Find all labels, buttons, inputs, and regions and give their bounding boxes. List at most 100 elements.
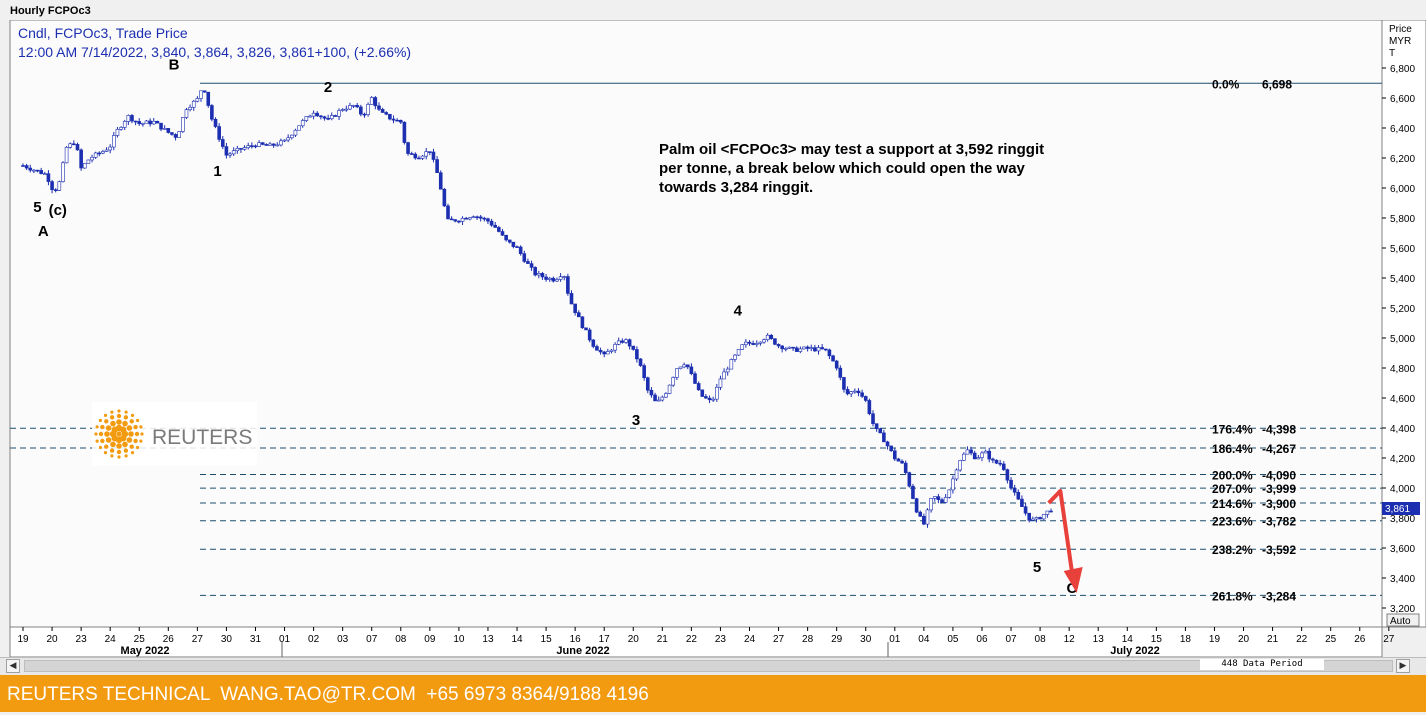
date-tick-label: 13 (1093, 634, 1105, 645)
date-tick-label: 16 (570, 634, 582, 645)
candle-body (587, 329, 592, 341)
price-tick-label: 5,200 (1390, 304, 1415, 315)
month-label: May 2022 (121, 645, 170, 657)
candle-body (253, 145, 258, 148)
candle-body (1049, 510, 1053, 513)
candle-body (188, 107, 192, 110)
fib-level-label: 176.4% (1212, 422, 1253, 436)
candle-body (108, 146, 112, 151)
candle-body (863, 396, 868, 401)
candle-body (453, 219, 458, 222)
candle-body (329, 115, 334, 120)
wave-label: 4 (734, 303, 743, 320)
candle-body (991, 458, 995, 461)
navigator-scrollbar[interactable]: ◀ ▶ 448 Data Period (0, 657, 1426, 675)
candle-body (264, 144, 269, 146)
logo-dot (116, 449, 122, 455)
candle-body (537, 273, 541, 276)
candle-body (210, 105, 214, 120)
candle-body (75, 144, 80, 151)
candle-body (293, 129, 298, 136)
candle-body (133, 120, 138, 123)
candle-body (889, 445, 893, 452)
candle-body (689, 366, 694, 374)
candle-body (286, 137, 290, 141)
candle-body (428, 151, 432, 153)
logo-dot (116, 419, 122, 425)
candle-body (649, 389, 654, 396)
date-tick-label: 07 (366, 634, 378, 645)
candle-body (878, 428, 883, 434)
candle-body (21, 165, 25, 167)
candle-body (1020, 498, 1024, 508)
chevron-left-icon: ◀ (9, 661, 17, 671)
candle-body (972, 452, 977, 460)
date-tick-label: 03 (337, 634, 349, 645)
candle-body (544, 276, 548, 280)
scroll-right-button[interactable]: ▶ (1396, 659, 1410, 673)
logo-dot (94, 432, 98, 436)
candle-body (685, 364, 690, 368)
candle-body (417, 157, 421, 160)
scroll-left-button[interactable]: ◀ (6, 659, 20, 673)
candle-body (380, 109, 385, 113)
candle-body (998, 462, 1002, 465)
candle-body (965, 449, 970, 455)
date-tick-label: 19 (1209, 634, 1221, 645)
logo-dot (129, 419, 134, 424)
logo-dot (109, 448, 115, 453)
candle-body (591, 339, 596, 347)
date-tick-label: 15 (1151, 634, 1163, 645)
candle-body (173, 134, 178, 138)
candle-body (671, 377, 676, 386)
candle-body (181, 117, 185, 132)
auto-scale-button[interactable]: Auto (1386, 613, 1420, 627)
price-axis-panel[interactable] (1381, 20, 1426, 628)
candle-body (704, 396, 708, 399)
candle-body (159, 122, 163, 130)
candle-body (290, 134, 294, 139)
candle-body (794, 347, 799, 352)
date-tick-label: 26 (1354, 634, 1366, 645)
candle-body (61, 162, 65, 183)
wave-label: 5 (1033, 559, 1041, 576)
candle-body (762, 339, 766, 343)
candle-body (82, 163, 87, 169)
price-tick-label: 3,800 (1390, 514, 1415, 525)
candle-body (507, 239, 512, 243)
logo-dot (110, 420, 116, 427)
candle-body (170, 132, 174, 135)
candle-body (250, 145, 254, 147)
date-tick-label: 18 (1180, 634, 1192, 645)
candle-body (700, 389, 705, 397)
scroll-track[interactable] (24, 660, 1393, 672)
price-tick-label: 6,400 (1390, 124, 1415, 135)
fib-level-label: 186.4% (1212, 442, 1253, 456)
window-title: Hourly FCPOc3 (0, 0, 1426, 20)
price-tick-label: 3,200 (1390, 604, 1415, 615)
logo-dot (116, 413, 122, 419)
candle-body (162, 128, 167, 130)
candle-body (925, 509, 930, 525)
wave-label: 5 (33, 199, 41, 216)
candle-body (1001, 463, 1006, 470)
date-axis-panel[interactable] (9, 626, 1383, 657)
price-tick-label: 3,400 (1390, 574, 1415, 585)
candle-body (1041, 514, 1046, 520)
logo-dot (117, 409, 121, 413)
legend-line-2: 12:00 AM 7/14/2022, 3,840, 3,864, 3,826,… (18, 44, 411, 60)
date-tick-label: 04 (918, 634, 930, 645)
candle-body (300, 120, 305, 127)
candle-body (42, 173, 47, 175)
date-tick-label: 19 (17, 634, 29, 645)
candle-body (635, 349, 639, 360)
candle-body (860, 392, 864, 397)
logo-dot (98, 445, 102, 450)
fib-level-label: 207.0% (1212, 482, 1253, 496)
date-axis-ticks: 19 20 23 24 25 26 27 30 31 01 02 03 07 08 09 10 13 14 15 16… (17, 627, 1395, 657)
candle-body (391, 118, 396, 121)
candle-body (784, 348, 788, 350)
candle-body (144, 120, 149, 124)
logo-dot (123, 448, 129, 453)
